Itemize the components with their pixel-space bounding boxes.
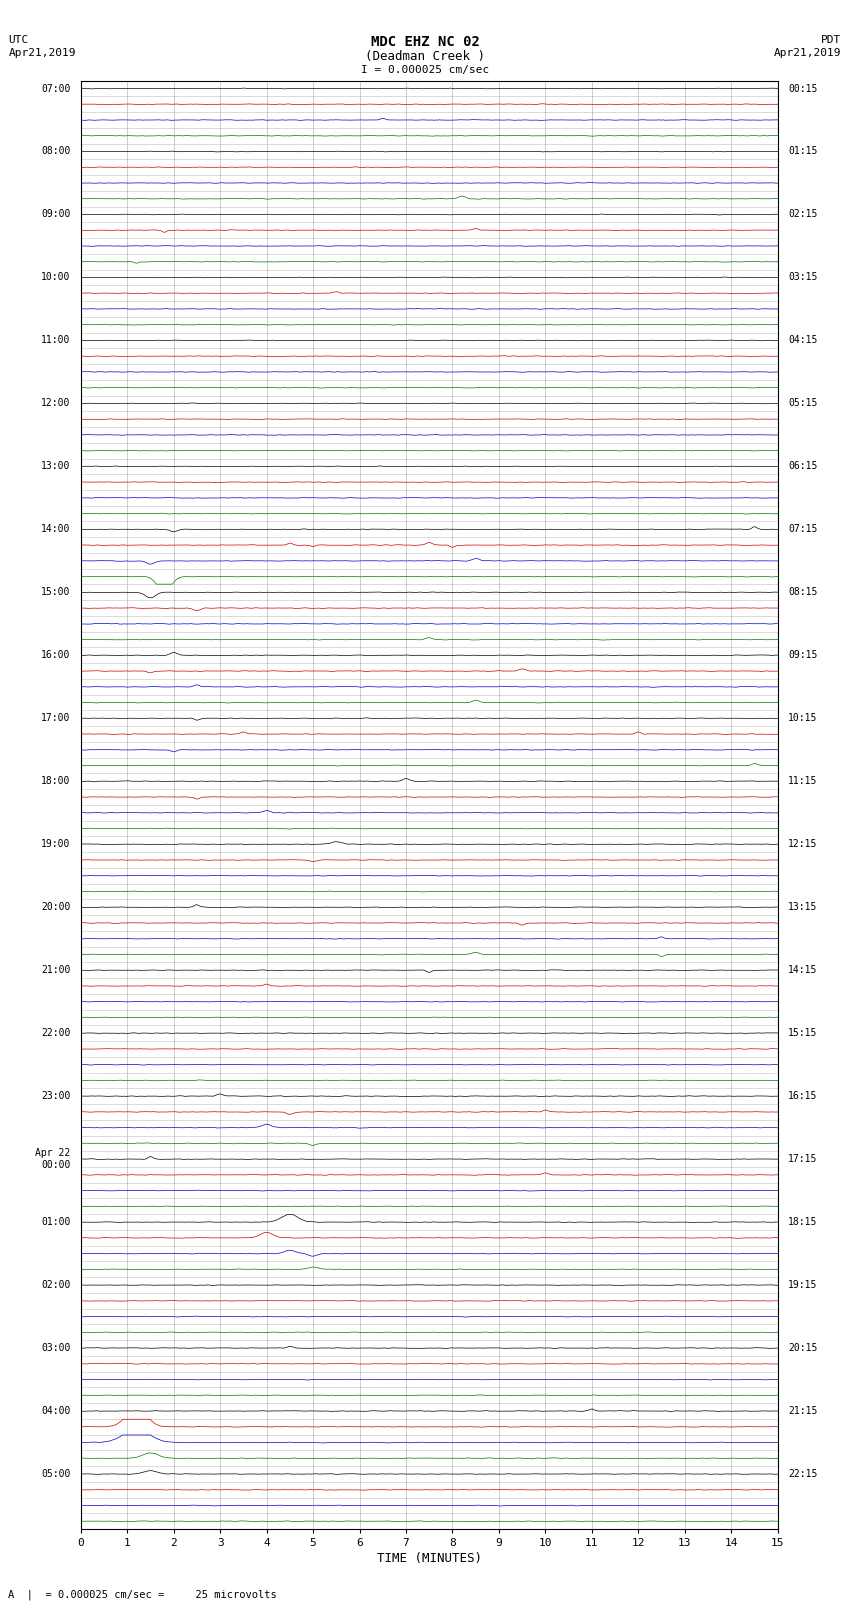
Text: 07:00: 07:00 [41, 84, 71, 94]
Text: 19:15: 19:15 [788, 1281, 818, 1290]
Text: 19:00: 19:00 [41, 839, 71, 850]
Text: 21:15: 21:15 [788, 1407, 818, 1416]
Text: 07:15: 07:15 [788, 524, 818, 534]
Text: 18:00: 18:00 [41, 776, 71, 786]
Text: 01:00: 01:00 [41, 1218, 71, 1227]
Text: UTC: UTC [8, 35, 29, 45]
Text: 02:00: 02:00 [41, 1281, 71, 1290]
Text: 04:15: 04:15 [788, 336, 818, 345]
Text: 15:00: 15:00 [41, 587, 71, 597]
Text: 09:15: 09:15 [788, 650, 818, 660]
Text: 11:00: 11:00 [41, 336, 71, 345]
Text: 12:00: 12:00 [41, 398, 71, 408]
Text: 14:00: 14:00 [41, 524, 71, 534]
Text: Apr21,2019: Apr21,2019 [774, 48, 842, 58]
Text: 00:15: 00:15 [788, 84, 818, 94]
Text: 14:15: 14:15 [788, 965, 818, 976]
Text: I = 0.000025 cm/sec: I = 0.000025 cm/sec [361, 65, 489, 74]
Text: 05:15: 05:15 [788, 398, 818, 408]
Text: 22:15: 22:15 [788, 1469, 818, 1479]
Text: 10:15: 10:15 [788, 713, 818, 723]
Text: 18:15: 18:15 [788, 1218, 818, 1227]
Text: 08:00: 08:00 [41, 147, 71, 156]
Text: 09:00: 09:00 [41, 210, 71, 219]
Text: 03:15: 03:15 [788, 273, 818, 282]
Text: 16:00: 16:00 [41, 650, 71, 660]
Text: MDC EHZ NC 02: MDC EHZ NC 02 [371, 35, 479, 50]
Text: 23:00: 23:00 [41, 1090, 71, 1102]
Text: 08:15: 08:15 [788, 587, 818, 597]
Text: 01:15: 01:15 [788, 147, 818, 156]
Text: Apr21,2019: Apr21,2019 [8, 48, 76, 58]
Text: 15:15: 15:15 [788, 1027, 818, 1039]
Text: 04:00: 04:00 [41, 1407, 71, 1416]
Text: 21:00: 21:00 [41, 965, 71, 976]
Text: 02:15: 02:15 [788, 210, 818, 219]
Text: 17:15: 17:15 [788, 1155, 818, 1165]
Text: 03:00: 03:00 [41, 1344, 71, 1353]
X-axis label: TIME (MINUTES): TIME (MINUTES) [377, 1552, 482, 1565]
Text: 12:15: 12:15 [788, 839, 818, 850]
Text: 06:15: 06:15 [788, 461, 818, 471]
Text: 13:15: 13:15 [788, 902, 818, 913]
Text: 05:00: 05:00 [41, 1469, 71, 1479]
Text: Apr 22
00:00: Apr 22 00:00 [36, 1148, 71, 1169]
Text: A  |  = 0.000025 cm/sec =     25 microvolts: A | = 0.000025 cm/sec = 25 microvolts [8, 1589, 277, 1600]
Text: 17:00: 17:00 [41, 713, 71, 723]
Text: (Deadman Creek ): (Deadman Creek ) [365, 50, 485, 63]
Text: 20:00: 20:00 [41, 902, 71, 913]
Text: 10:00: 10:00 [41, 273, 71, 282]
Text: 11:15: 11:15 [788, 776, 818, 786]
Text: 13:00: 13:00 [41, 461, 71, 471]
Text: PDT: PDT [821, 35, 842, 45]
Text: 22:00: 22:00 [41, 1027, 71, 1039]
Text: 20:15: 20:15 [788, 1344, 818, 1353]
Text: 16:15: 16:15 [788, 1090, 818, 1102]
